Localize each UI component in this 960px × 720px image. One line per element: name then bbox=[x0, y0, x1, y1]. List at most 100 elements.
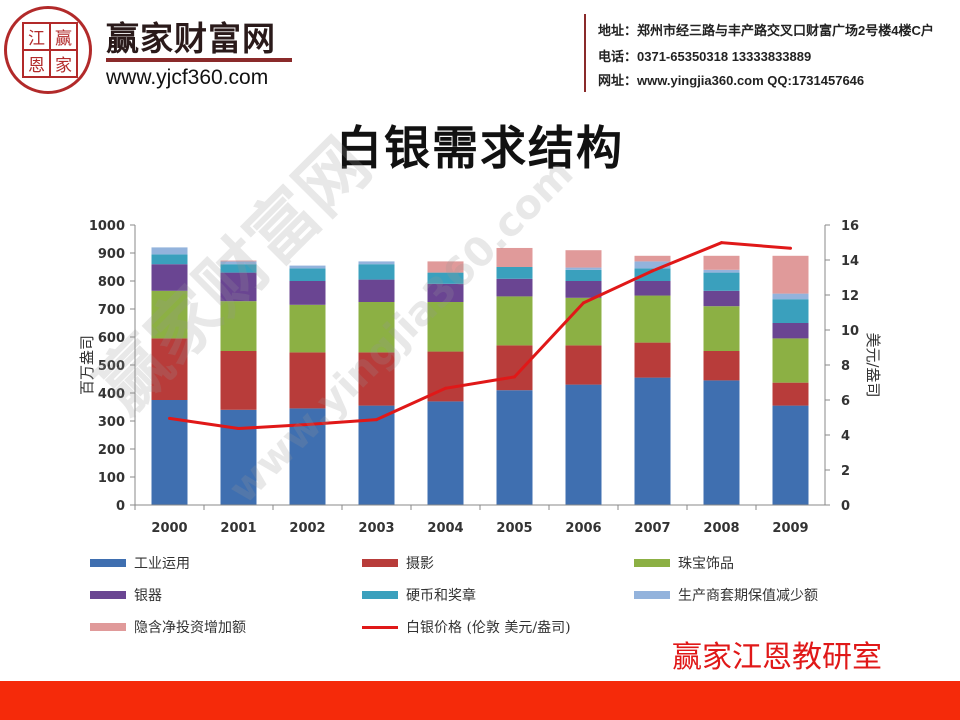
legend-item: 白银价格 (伦敦 美元/盎司) bbox=[362, 616, 634, 638]
bar-segment bbox=[565, 384, 602, 505]
bar-segment bbox=[703, 272, 740, 291]
brand-divider bbox=[106, 58, 292, 62]
price-point bbox=[168, 416, 171, 420]
bar-segment bbox=[565, 269, 602, 281]
bar-segment bbox=[703, 306, 740, 351]
logo-seal: 江 赢 恩 家 bbox=[22, 22, 78, 78]
bar-segment bbox=[772, 293, 809, 300]
logo-circle bbox=[4, 6, 92, 94]
footer-bar bbox=[0, 681, 960, 720]
bar-segment bbox=[289, 265, 326, 269]
phone: 电话：0371-65350318 13333833889 bbox=[598, 49, 812, 64]
x-tick-label: 2001 bbox=[220, 521, 256, 536]
bar-segment bbox=[565, 297, 602, 346]
y2-tick-label: 2 bbox=[841, 464, 850, 479]
bar-segment bbox=[565, 345, 602, 385]
y2-tick-label: 0 bbox=[841, 499, 850, 514]
bar-segment bbox=[703, 269, 740, 273]
legend-swatch bbox=[362, 591, 398, 599]
x-tick-label: 2000 bbox=[151, 521, 187, 536]
y2-tick-label: 16 bbox=[841, 219, 859, 234]
bar-segment bbox=[703, 380, 740, 505]
legend-label: 隐含净投资增加额 bbox=[134, 620, 246, 636]
bar-segment bbox=[151, 400, 188, 505]
brand-url[interactable]: www.yjcf360.com bbox=[106, 66, 269, 89]
y2-tick-label: 6 bbox=[841, 394, 850, 409]
y2-tick-label: 10 bbox=[841, 324, 859, 339]
y-tick-label: 1000 bbox=[89, 219, 125, 234]
bar-segment bbox=[358, 279, 395, 302]
bar-segment bbox=[220, 261, 257, 265]
x-tick-label: 2003 bbox=[358, 521, 394, 536]
bar-segment bbox=[772, 338, 809, 383]
legend-swatch bbox=[90, 623, 126, 631]
bar-segment bbox=[772, 382, 809, 406]
y2-axis-label: 美元/盎司 bbox=[864, 332, 882, 397]
bar-segment bbox=[565, 250, 602, 268]
price-point bbox=[237, 427, 240, 431]
bar-segment bbox=[634, 255, 671, 262]
y-tick-label: 600 bbox=[98, 331, 125, 346]
y-axis-label: 百万盎司 bbox=[78, 335, 96, 395]
x-tick-label: 2004 bbox=[427, 521, 463, 536]
y2-tick-label: 8 bbox=[841, 359, 850, 374]
bar-segment bbox=[772, 323, 809, 339]
bar-segment bbox=[634, 281, 671, 296]
price-point bbox=[513, 375, 516, 379]
bar-segment bbox=[358, 261, 395, 265]
bar-segment bbox=[220, 351, 257, 410]
bar-segment bbox=[565, 267, 602, 270]
y-tick-label: 200 bbox=[98, 443, 125, 458]
legend-item: 珠宝饰品 bbox=[634, 552, 890, 574]
y-tick-label: 0 bbox=[116, 499, 125, 514]
seal-char: 赢 bbox=[51, 24, 76, 49]
legend-item: 银器 bbox=[90, 584, 362, 606]
bar-segment bbox=[289, 304, 326, 353]
legend-swatch bbox=[362, 559, 398, 567]
seal-char: 恩 bbox=[24, 51, 49, 76]
studio-name: 赢家江恩教研室 bbox=[672, 640, 882, 675]
legend-label: 工业运用 bbox=[134, 556, 190, 572]
y2-tick-label: 14 bbox=[841, 254, 859, 269]
address: 地址：郑州市经三路与丰产路交叉口财富广场2号楼4楼C户 bbox=[598, 23, 934, 38]
bar-segment bbox=[496, 278, 533, 297]
bar-segment bbox=[220, 409, 257, 505]
y-tick-label: 400 bbox=[98, 387, 125, 402]
bar-segment bbox=[427, 261, 464, 273]
price-point bbox=[444, 386, 447, 390]
bar-segment bbox=[358, 302, 395, 353]
price-point bbox=[720, 241, 723, 245]
legend: 工业运用 摄影 珠宝饰品 银器 硬币和奖章 生产商套期保值减少额 隐含净投资增加额 白银价格 … bbox=[90, 552, 890, 638]
y-tick-label: 900 bbox=[98, 247, 125, 262]
bar-segment bbox=[289, 268, 326, 281]
legend-swatch bbox=[90, 591, 126, 599]
bar-segment bbox=[427, 283, 464, 302]
price-point bbox=[306, 423, 309, 426]
bar-segment bbox=[703, 290, 740, 307]
y-tick-label: 300 bbox=[98, 415, 125, 430]
x-tick-label: 2005 bbox=[496, 521, 532, 536]
legend-label: 白银价格 (伦敦 美元/盎司) bbox=[406, 620, 571, 636]
bar-segment bbox=[427, 272, 464, 284]
bar-segment bbox=[496, 390, 533, 505]
bar-segment bbox=[220, 264, 257, 273]
legend-label: 摄影 bbox=[406, 556, 434, 572]
price-line bbox=[169, 241, 791, 431]
y-tick-label: 700 bbox=[98, 303, 125, 318]
header-divider bbox=[584, 14, 586, 92]
bar-segment bbox=[151, 247, 188, 255]
bar-segment bbox=[634, 268, 671, 281]
bar-segment bbox=[289, 352, 326, 409]
x-tick-label: 2007 bbox=[634, 521, 670, 536]
website[interactable]: 网址：www.yingjia360.com QQ:1731457646 bbox=[598, 73, 865, 88]
y-tick-label: 500 bbox=[98, 359, 125, 374]
legend-swatch bbox=[634, 559, 670, 567]
bar-segment bbox=[703, 351, 740, 381]
legend-label: 银器 bbox=[134, 588, 162, 604]
bar-segment bbox=[634, 295, 671, 343]
bar-segment bbox=[151, 338, 188, 400]
bar-segment bbox=[427, 401, 464, 505]
legend-item: 生产商套期保值减少额 bbox=[634, 584, 890, 606]
legend-label: 生产商套期保值减少额 bbox=[678, 588, 818, 604]
